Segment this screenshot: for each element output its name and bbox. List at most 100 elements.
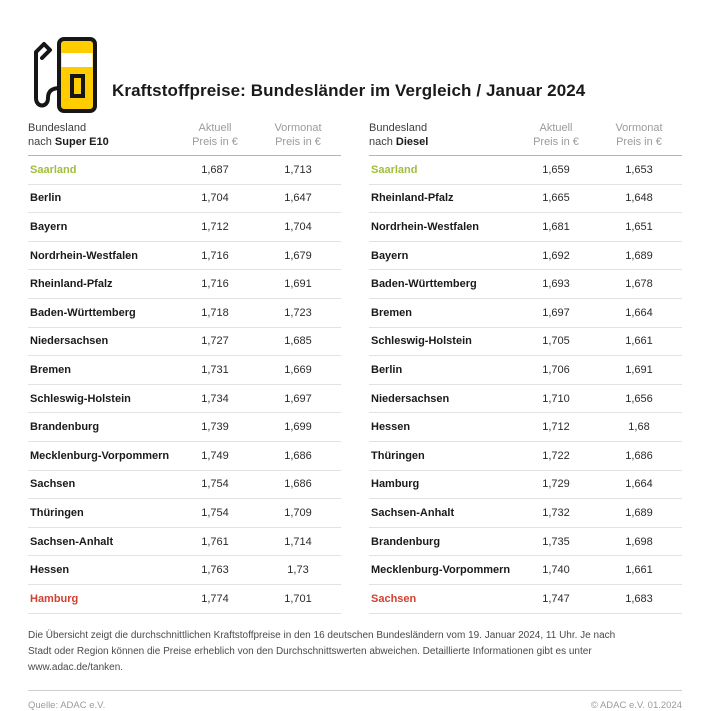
table-row: Bremen 1,731 1,669 [28,356,341,385]
column-header-line1: Bundesland [369,122,428,134]
state-name: Berlin [371,363,403,376]
state-name: Bayern [371,249,409,262]
table-row: Sachsen-Anhalt 1,732 1,689 [369,499,682,528]
footnote: Die Übersicht zeigt die durchschnittlich… [28,629,616,673]
column-header-vormonat: Vormonat Preis in € [615,122,663,148]
price-current: 1,716 [201,249,229,262]
price-current: 1,712 [201,220,229,233]
price-previous-month: 1,661 [625,335,653,348]
state-name: Saarland [30,163,77,176]
price-previous-month: 1,699 [284,421,312,434]
table-row: Nordrhein-Westfalen 1,716 1,679 [28,242,341,271]
table-row: Rheinland-Pfalz 1,716 1,691 [28,270,341,299]
table-row: Niedersachsen 1,710 1,656 [369,385,682,414]
price-previous-month: 1,709 [284,506,312,519]
page-title: Kraftstoffpreise: Bundesländer im Vergle… [112,81,586,100]
price-previous-month: 1,686 [625,449,653,462]
price-previous-month: 1,683 [625,592,653,605]
price-current: 1,710 [542,392,570,405]
state-name: Bremen [30,363,71,376]
price-current: 1,659 [542,163,570,176]
table-body-diesel: Saarland 1,659 1,653 Rheinland-Pfalz 1,6… [369,156,682,614]
price-current: 1,774 [201,592,229,605]
price-current: 1,763 [201,564,229,577]
state-name: Sachsen-Anhalt [371,506,455,519]
state-name: Rheinland-Pfalz [30,278,113,291]
state-name: Brandenburg [371,535,441,548]
state-name: Bremen [371,306,412,319]
price-current: 1,727 [201,335,229,348]
table-row: Saarland 1,659 1,653 [369,156,682,185]
price-previous-month: 1,691 [284,278,312,291]
footer: Quelle: ADAC e.V. © ADAC e.V. 01.2024 [28,689,682,711]
price-previous-month: 1,651 [625,220,653,233]
state-name: Hessen [30,564,70,577]
price-previous-month: 1,701 [284,592,312,605]
fuel-type-label: Diesel [395,136,429,148]
price-previous-month: 1,698 [625,535,653,548]
state-name: Sachsen-Anhalt [30,535,114,548]
price-previous-month: 1,664 [625,306,653,319]
super-e10-table: Bundesland nach Super E10 Aktuell Preis … [28,121,341,614]
price-current: 1,716 [201,278,229,291]
state-name: Thüringen [30,506,84,519]
table-row: Rheinland-Pfalz 1,665 1,648 [369,185,682,214]
table-row: Hamburg 1,774 1,701 [28,585,341,614]
diesel-table: Bundesland nach Diesel Aktuell Preis in … [369,121,682,614]
price-current: 1,705 [542,335,570,348]
table-row: Sachsen 1,754 1,686 [28,471,341,500]
column-header-bundesland: Bundesland nach Diesel [369,121,516,149]
price-current: 1,735 [542,535,570,548]
table-row: Schleswig-Holstein 1,705 1,661 [369,328,682,357]
table-row: Mecklenburg-Vorpommern 1,749 1,686 [28,442,341,471]
price-previous-month: 1,653 [625,163,653,176]
table-row: Sachsen-Anhalt 1,761 1,714 [28,528,341,557]
price-previous-month: 1,686 [284,449,312,462]
price-previous-month: 1,714 [284,535,312,548]
state-name: Schleswig-Holstein [371,335,472,348]
price-current: 1,739 [201,421,229,434]
table-row: Saarland 1,687 1,713 [28,156,341,185]
state-name: Berlin [30,192,62,205]
table-row: Bayern 1,712 1,704 [28,213,341,242]
state-name: Baden-Württemberg [371,278,477,291]
price-previous-month: 1,723 [284,306,312,319]
table-body-super-e10: Saarland 1,687 1,713 Berlin 1,704 1,647 … [28,156,341,614]
state-name: Mecklenburg-Vorpommern [30,449,170,462]
state-name: Sachsen [30,478,76,491]
state-name: Baden-Württemberg [30,306,136,319]
price-current: 1,761 [201,535,229,548]
table-row: Hessen 1,712 1,68 [369,413,682,442]
fuel-pump-icon [34,37,97,113]
price-previous-month: 1,647 [284,192,312,205]
column-header-aktuell: Aktuell Preis in € [192,122,238,148]
price-current: 1,692 [542,249,570,262]
state-name: Brandenburg [30,421,100,434]
price-previous-month: 1,686 [284,478,312,491]
price-previous-month: 1,656 [625,392,653,405]
column-header-line1: Bundesland [28,122,87,134]
masthead: Kraftstoffpreise: Bundesländer im Vergle… [28,36,682,114]
price-previous-month: 1,704 [284,220,312,233]
copyright-label: © ADAC e.V. 01.2024 [590,699,682,711]
table-row: Berlin 1,704 1,647 [28,185,341,214]
state-name: Mecklenburg-Vorpommern [371,564,511,577]
price-current: 1,731 [201,363,229,376]
price-current: 1,740 [542,564,570,577]
price-previous-month: 1,713 [284,163,312,176]
table-header-diesel: Bundesland nach Diesel Aktuell Preis in … [369,121,682,156]
state-name: Nordrhein-Westfalen [30,249,138,262]
price-current: 1,712 [542,421,570,434]
price-previous-month: 1,669 [284,363,312,376]
price-previous-month: 1,678 [625,278,653,291]
column-header-prefix: nach [369,136,396,148]
state-name: Hessen [371,421,411,434]
price-current: 1,718 [201,306,229,319]
price-current: 1,754 [201,478,229,491]
price-current: 1,693 [542,278,570,291]
price-current: 1,754 [201,506,229,519]
table-row: Berlin 1,706 1,691 [369,356,682,385]
state-name: Saarland [371,163,418,176]
price-previous-month: 1,68 [628,421,650,434]
